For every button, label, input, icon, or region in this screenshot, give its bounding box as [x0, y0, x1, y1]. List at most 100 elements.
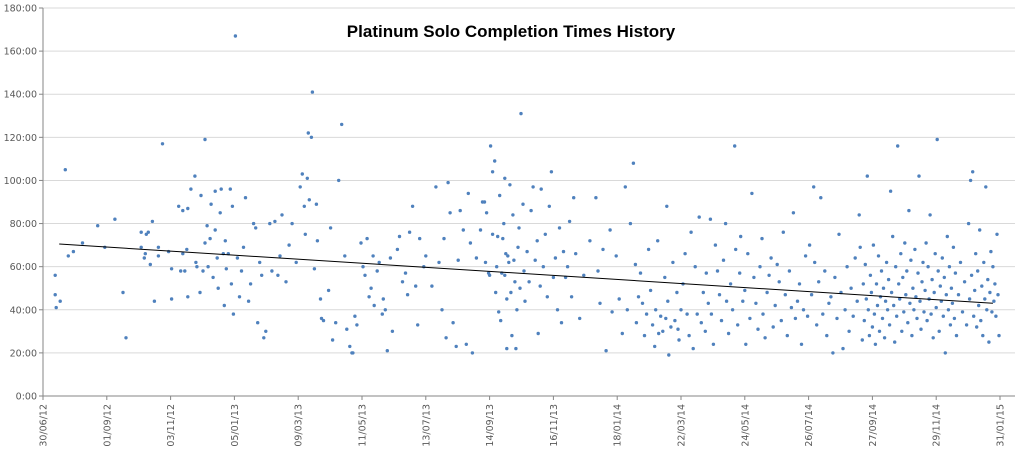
data-point — [978, 228, 982, 232]
data-point — [723, 221, 728, 226]
data-point — [948, 323, 953, 327]
data-point — [743, 288, 747, 293]
data-point — [969, 273, 974, 277]
data-point — [305, 176, 309, 180]
data-point — [669, 325, 673, 329]
data-point — [997, 333, 1001, 338]
data-point — [513, 280, 517, 284]
data-point — [994, 314, 998, 318]
data-point — [758, 265, 762, 269]
data-point — [900, 329, 904, 333]
data-point — [996, 293, 1000, 297]
data-point — [942, 275, 946, 280]
data-point — [807, 243, 812, 247]
data-point — [653, 344, 657, 349]
data-point — [858, 245, 862, 249]
data-point — [503, 273, 507, 277]
x-axis-ticks: 30/06/12 01/09/12 03/11/12 05/01/13 09/03/13… — [39, 396, 1007, 447]
data-point — [689, 230, 693, 234]
data-point — [527, 280, 531, 284]
data-point — [211, 275, 215, 280]
data-point — [424, 254, 428, 258]
data-point — [380, 312, 384, 316]
data-point — [314, 202, 319, 206]
data-point — [967, 297, 972, 301]
data-point — [198, 290, 202, 295]
data-point — [785, 333, 789, 338]
data-point — [372, 303, 376, 308]
data-point — [222, 303, 226, 308]
data-point — [511, 213, 515, 217]
data-point — [446, 180, 450, 185]
data-point — [861, 282, 865, 286]
data-point — [410, 204, 415, 208]
data-point — [893, 340, 897, 344]
data-point — [763, 336, 767, 340]
data-point — [803, 254, 808, 258]
data-point — [988, 290, 992, 295]
data-point — [968, 178, 973, 183]
data-point — [298, 185, 302, 189]
data-point — [754, 301, 758, 305]
data-point — [943, 351, 947, 355]
data-point — [765, 290, 769, 295]
data-point — [930, 277, 934, 282]
data-point — [833, 275, 837, 280]
data-point — [875, 303, 880, 308]
data-point — [525, 249, 529, 254]
data-point — [855, 299, 859, 303]
data-point — [687, 333, 691, 338]
data-point — [993, 282, 997, 286]
data-point — [414, 284, 418, 288]
data-point — [706, 301, 710, 305]
data-point — [488, 144, 493, 148]
data-point — [851, 314, 855, 318]
data-point — [724, 299, 729, 303]
data-point — [185, 247, 189, 252]
data-point — [294, 260, 298, 265]
data-point — [953, 271, 958, 275]
data-point — [209, 202, 213, 206]
data-point — [223, 239, 227, 243]
data-point — [909, 258, 913, 262]
data-point — [224, 267, 228, 271]
data-point — [582, 273, 586, 277]
data-point — [789, 305, 794, 310]
data-point — [736, 323, 740, 327]
data-point — [303, 232, 307, 236]
data-point — [671, 260, 675, 265]
data-point — [775, 262, 779, 267]
data-point — [746, 252, 750, 256]
data-point — [954, 333, 959, 338]
data-point — [738, 271, 742, 275]
data-point — [733, 144, 737, 148]
x-tick-label: 26/07/14 — [804, 404, 815, 447]
data-point — [979, 318, 983, 323]
data-point — [53, 293, 57, 297]
data-point — [982, 260, 986, 265]
data-point — [640, 301, 645, 305]
trendline — [59, 243, 993, 304]
data-point — [248, 282, 253, 286]
data-point — [815, 323, 819, 327]
data-point — [494, 290, 498, 295]
data-point — [598, 301, 602, 305]
data-point — [992, 299, 996, 303]
y-tick-label: 20:00 — [10, 348, 37, 359]
data-point — [739, 234, 743, 239]
data-point — [146, 230, 150, 234]
data-point — [906, 321, 910, 325]
data-point — [730, 308, 735, 312]
data-point — [912, 308, 916, 312]
data-point — [801, 308, 806, 312]
data-point — [827, 301, 831, 305]
data-point — [235, 256, 240, 260]
data-point — [664, 316, 668, 321]
data-point — [911, 286, 915, 290]
data-point — [567, 219, 572, 224]
data-point — [454, 344, 458, 349]
data-point — [777, 280, 781, 284]
data-point — [139, 245, 143, 249]
data-point — [218, 211, 222, 215]
